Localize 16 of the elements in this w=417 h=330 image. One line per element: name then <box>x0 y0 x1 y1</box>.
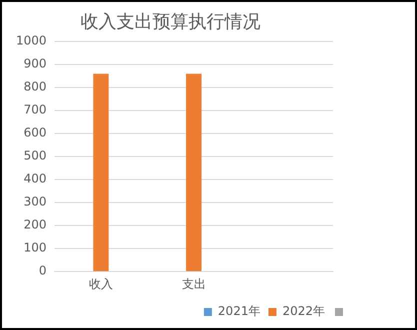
y-tick-label: 200 <box>24 218 47 232</box>
y-tick-label: 900 <box>24 56 47 71</box>
x-tick-label: 收入 <box>88 276 113 291</box>
y-tick-label: 700 <box>24 102 47 117</box>
y-tick-label: 400 <box>24 172 47 186</box>
y-tick-label: 1000 <box>16 34 47 48</box>
x-tick-label: 支出 <box>182 276 206 291</box>
chart-title: 收入支出预算执行情况 <box>80 11 260 32</box>
legend-label: 2021年 <box>218 304 260 318</box>
legend-label: 2022年 <box>282 304 326 318</box>
y-tick-label: 300 <box>24 194 47 209</box>
y-tick-label: 600 <box>24 126 47 140</box>
y-tick-label: 100 <box>24 240 47 255</box>
y-tick-label: 0 <box>38 264 47 278</box>
y-tick-label: 800 <box>24 80 47 94</box>
y-tick-label: 500 <box>24 148 47 163</box>
